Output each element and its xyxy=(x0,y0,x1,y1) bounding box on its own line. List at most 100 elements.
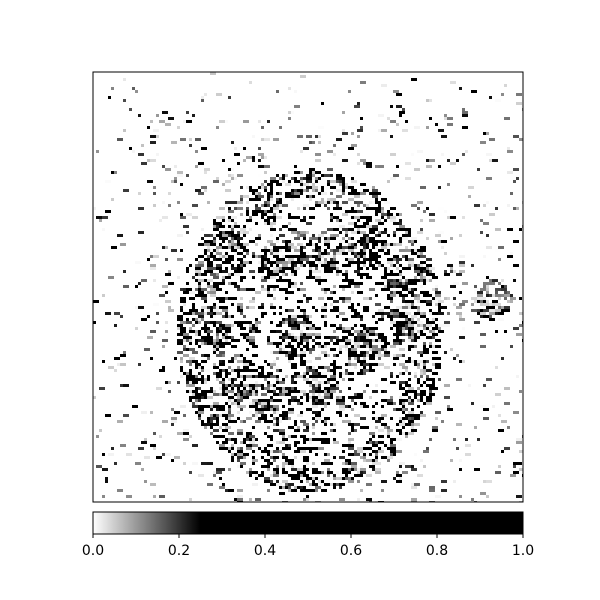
heatmap-cell xyxy=(345,258,348,261)
heatmap-cell xyxy=(237,411,240,414)
heatmap-cell xyxy=(375,321,378,324)
heatmap-cell xyxy=(276,447,279,450)
heatmap-cell xyxy=(405,228,408,231)
heatmap-cell xyxy=(276,258,282,261)
heatmap-cell xyxy=(93,207,96,210)
heatmap-cell xyxy=(486,300,489,303)
heatmap-cell xyxy=(450,237,453,240)
heatmap-cell xyxy=(258,399,264,402)
heatmap-cell xyxy=(453,438,456,441)
heatmap-cell xyxy=(369,330,375,333)
heatmap-cell xyxy=(513,207,516,210)
heatmap-cell xyxy=(285,345,291,348)
heatmap-cell xyxy=(318,345,321,348)
heatmap-cell xyxy=(330,237,336,240)
heatmap-cell xyxy=(219,360,222,363)
heatmap-cell xyxy=(360,192,366,195)
heatmap-cell xyxy=(228,405,231,408)
heatmap-cell xyxy=(423,345,426,348)
heatmap-cell xyxy=(375,234,378,237)
heatmap-cell xyxy=(267,489,270,492)
heatmap-cell xyxy=(408,387,414,390)
heatmap-cell xyxy=(252,288,255,291)
heatmap-cell xyxy=(183,303,186,306)
heatmap-cell xyxy=(342,252,345,255)
heatmap-cell xyxy=(330,363,336,366)
heatmap-cell xyxy=(495,309,501,312)
heatmap-cell xyxy=(489,294,492,297)
heatmap-cell xyxy=(210,267,216,270)
heatmap-cell xyxy=(276,420,279,423)
heatmap-cell xyxy=(375,219,378,222)
heatmap-cell xyxy=(258,366,264,369)
heatmap-cell xyxy=(240,213,243,216)
heatmap-cell xyxy=(489,312,495,315)
heatmap-axes xyxy=(92,71,524,503)
heatmap-cell xyxy=(297,324,300,327)
heatmap-cell xyxy=(429,279,432,282)
heatmap-cell xyxy=(267,453,270,456)
heatmap-cell xyxy=(330,258,333,261)
heatmap-cell xyxy=(249,189,252,192)
heatmap-cell xyxy=(372,411,375,414)
heatmap-frame xyxy=(92,71,524,503)
heatmap-cell xyxy=(384,255,390,258)
heatmap-cell xyxy=(243,261,249,264)
heatmap-cell xyxy=(297,243,300,246)
heatmap-cell xyxy=(279,450,282,453)
heatmap-cell xyxy=(429,390,432,393)
heatmap-cell xyxy=(252,189,258,192)
heatmap-cell xyxy=(330,369,333,372)
heatmap-cell xyxy=(303,474,309,477)
heatmap-cell xyxy=(294,90,297,93)
heatmap-cell xyxy=(393,231,396,234)
heatmap-cell xyxy=(231,282,237,285)
heatmap-cell xyxy=(237,324,243,327)
heatmap-cell xyxy=(312,399,315,402)
heatmap-cell xyxy=(210,72,216,75)
heatmap-cell xyxy=(255,207,261,210)
heatmap-cell xyxy=(510,192,513,195)
heatmap-cell xyxy=(330,390,336,393)
heatmap-cell xyxy=(264,210,267,213)
heatmap-cell xyxy=(321,186,324,189)
heatmap-cell xyxy=(342,228,348,231)
heatmap-cell xyxy=(351,180,357,183)
heatmap-cell xyxy=(405,381,408,384)
heatmap-cell xyxy=(261,156,264,159)
heatmap-cell xyxy=(306,342,309,345)
heatmap-cell xyxy=(348,360,351,363)
heatmap-cell xyxy=(156,114,159,117)
heatmap-cell xyxy=(240,312,243,315)
heatmap-cell xyxy=(363,372,366,375)
heatmap-cell xyxy=(261,393,264,396)
heatmap-cell xyxy=(195,309,198,312)
heatmap-cell xyxy=(294,429,300,432)
heatmap-cell xyxy=(261,471,264,474)
heatmap-cell xyxy=(279,210,282,213)
heatmap-cell xyxy=(414,264,417,267)
heatmap-cell xyxy=(498,258,501,261)
heatmap-cell xyxy=(249,435,255,438)
heatmap-cell xyxy=(222,246,228,249)
heatmap-cell xyxy=(219,477,222,480)
heatmap-cell xyxy=(300,342,303,345)
heatmap-cell xyxy=(396,309,399,312)
heatmap-cell xyxy=(189,339,192,342)
heatmap-cell xyxy=(411,318,414,321)
heatmap-cell xyxy=(321,471,324,474)
heatmap-cell xyxy=(486,153,492,156)
heatmap-cell xyxy=(378,165,384,168)
heatmap-cell xyxy=(291,396,297,399)
heatmap-cell xyxy=(471,402,474,405)
heatmap-cell xyxy=(423,366,426,369)
heatmap-cell xyxy=(261,279,267,282)
heatmap-cell xyxy=(372,189,378,192)
heatmap-cell xyxy=(306,408,312,411)
heatmap-cell xyxy=(369,369,375,372)
heatmap-cell xyxy=(354,195,360,198)
heatmap-cell xyxy=(360,282,363,285)
heatmap-cell xyxy=(360,183,366,186)
heatmap-cell xyxy=(183,462,186,465)
heatmap-cell xyxy=(411,417,414,420)
